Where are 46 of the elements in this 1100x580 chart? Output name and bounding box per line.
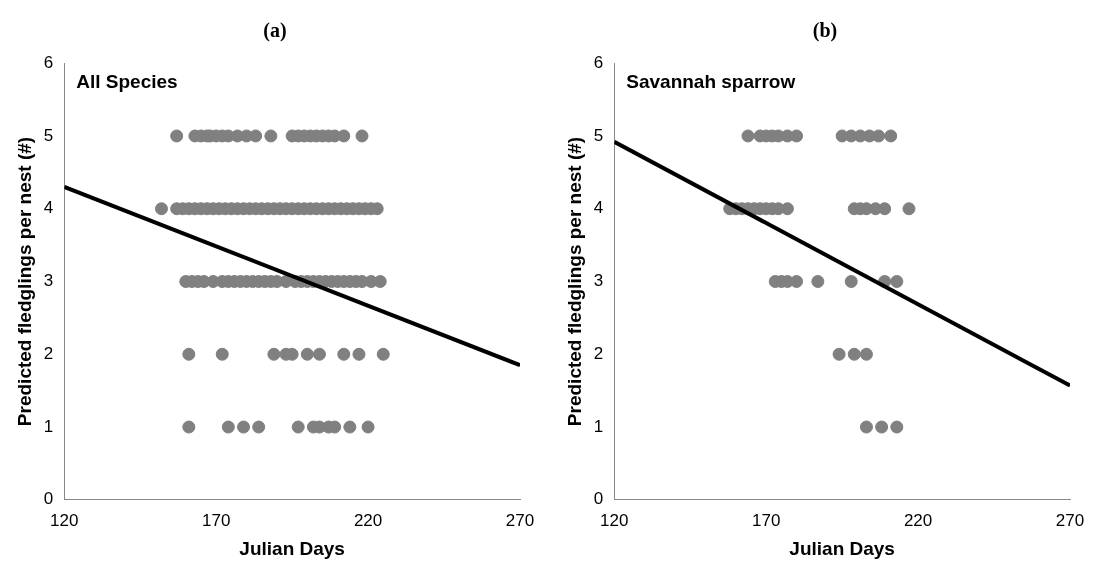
y-tick-label: 3	[43, 271, 54, 291]
point	[890, 420, 904, 434]
y-tick-label: 5	[593, 125, 604, 145]
x-axis-title: Julian Days	[239, 537, 345, 559]
x-tick-label: 220	[353, 510, 383, 530]
point	[872, 129, 886, 143]
annotation: Savannah sparrow	[626, 70, 796, 92]
y-tick-label: 2	[43, 343, 54, 363]
point	[859, 420, 873, 434]
x-tick-label: 170	[201, 510, 231, 530]
x-tick-label: 120	[600, 510, 629, 530]
point	[859, 347, 873, 361]
point	[890, 275, 904, 288]
y-tick-label: 0	[593, 489, 604, 509]
chart-title: (b)	[812, 18, 838, 44]
point	[790, 275, 804, 288]
point	[832, 347, 846, 361]
point	[811, 275, 825, 288]
point	[844, 275, 858, 288]
y-tick-label: 0	[43, 489, 54, 509]
y-tick-label: 6	[593, 52, 604, 72]
y-axis-title: Predicted fledglings per nest (#)	[13, 136, 35, 427]
y-tick-label: 4	[43, 198, 54, 218]
y-tick-label: 3	[593, 271, 604, 291]
y-tick-label: 1	[43, 416, 54, 436]
chart-title: (a)	[263, 18, 287, 43]
annotation: All Species	[76, 70, 178, 92]
x-tick-label: 220	[903, 510, 933, 530]
y-tick-label: 1	[593, 416, 604, 436]
x-tick-label: 270	[1055, 510, 1085, 530]
point	[902, 202, 916, 216]
point	[875, 420, 889, 434]
x-tick-label: 270	[505, 510, 535, 530]
y-tick-label: 5	[43, 125, 54, 145]
point	[847, 347, 861, 361]
x-axis-title: Julian Days	[789, 537, 895, 559]
point	[741, 129, 755, 143]
y-axis-title: Predicted fledglings per nest (#)	[563, 136, 585, 427]
point	[878, 202, 892, 216]
y-tick-label: 2	[593, 343, 604, 363]
x-tick-label: 120	[50, 510, 79, 530]
point	[790, 129, 804, 143]
y-tick-label: 6	[43, 52, 54, 72]
x-tick-label: 170	[751, 510, 781, 530]
point	[884, 129, 898, 143]
y-tick-label: 4	[593, 198, 604, 218]
